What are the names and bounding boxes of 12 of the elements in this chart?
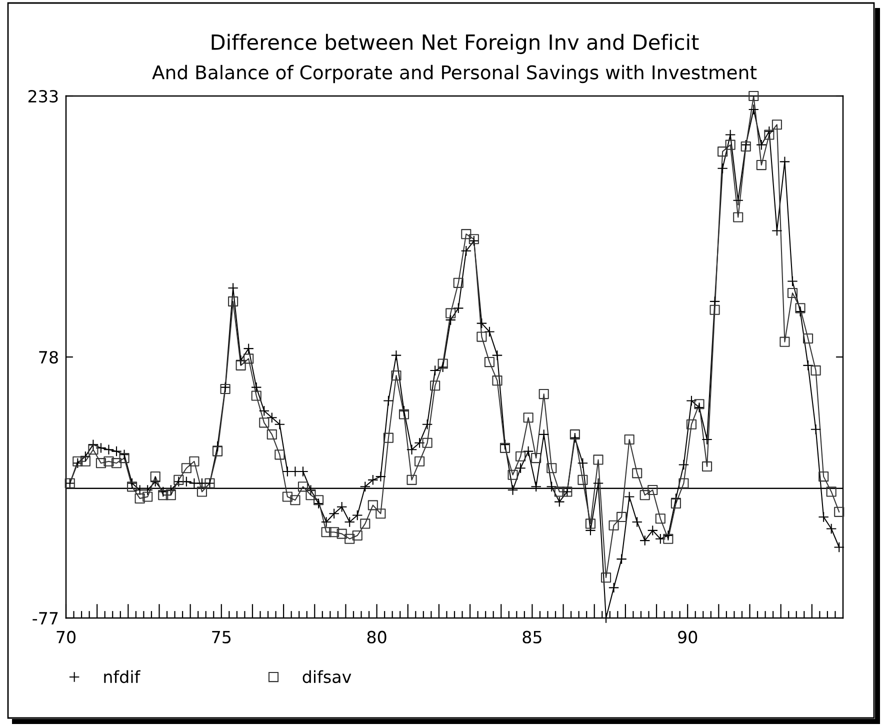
chart-subtitle: And Balance of Corporate and Personal Savings with Investment (152, 64, 757, 84)
x-tick-label: 75 (212, 631, 231, 644)
x-tick-label: 90 (678, 630, 698, 644)
y-tick-label: -77 (32, 612, 58, 624)
y-tick-label: 233 (28, 90, 58, 103)
x-tick-label: 85 (522, 630, 542, 644)
legend-label: difsav (302, 670, 352, 684)
chart-title: Difference between Net Foreign Inv and Deficit (212, 34, 699, 54)
legend-label: nfdif (104, 670, 140, 684)
x-tick-label: 70 (56, 630, 76, 644)
x-tick-label: 80 (367, 630, 386, 644)
y-tick-label: 78 (39, 350, 58, 364)
